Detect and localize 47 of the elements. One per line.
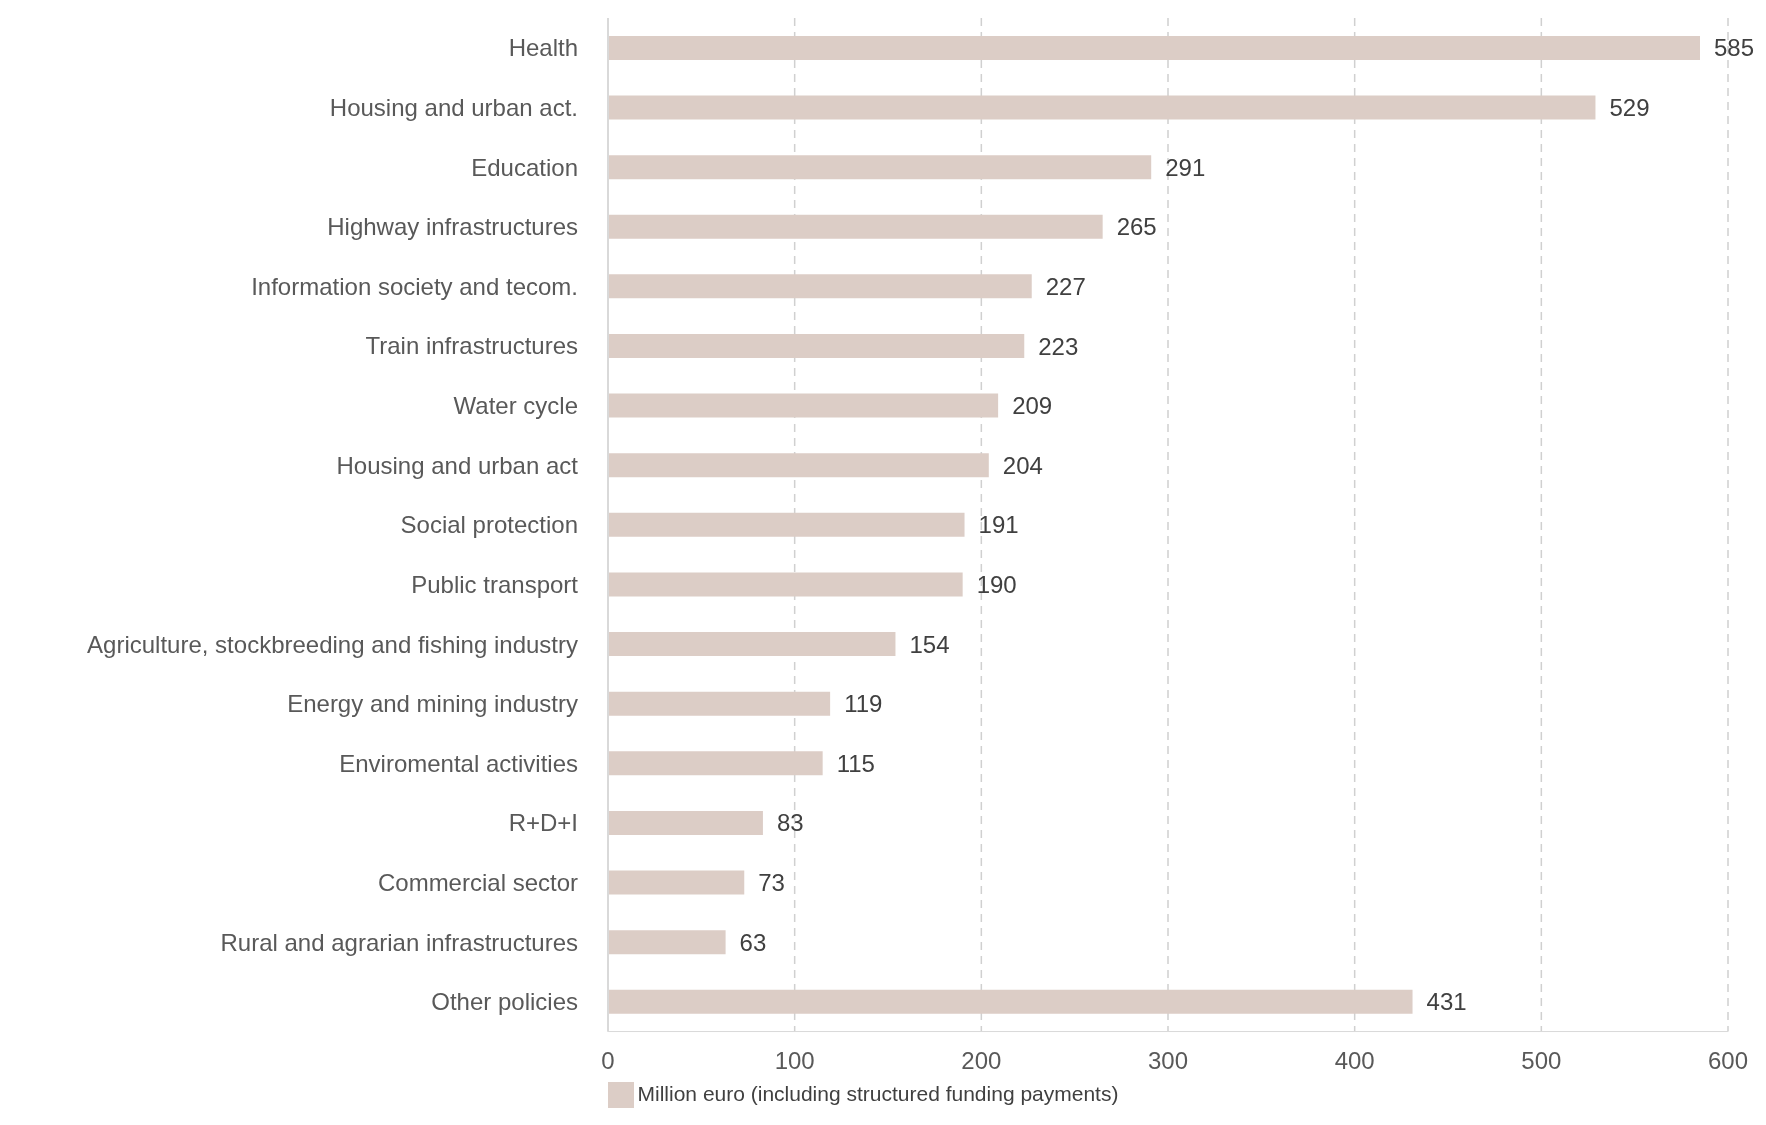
y-tick-label: Commercial sector (377, 869, 578, 897)
x-tick-label: 400 (1334, 1046, 1375, 1074)
data-label: 190 (976, 570, 1017, 598)
y-tick-label: Water cycle (453, 392, 578, 420)
x-tick-label: 300 (1147, 1046, 1189, 1074)
legend-label: Million euro (including structured funding payments) (637, 1081, 1119, 1105)
y-tick-label: Social protection (400, 511, 578, 539)
y-tick-label: Information society and tecom. (251, 272, 578, 300)
y-tick-label: Education (471, 153, 578, 181)
data-label: 265 (1116, 213, 1157, 241)
y-tick-label: Train infrastructures (365, 332, 578, 360)
bar (608, 870, 745, 895)
data-label: 529 (1609, 94, 1650, 122)
bar (608, 632, 896, 657)
data-label: 204 (1002, 451, 1043, 479)
y-tick-label: Rural and agrarian infrastructures (220, 928, 578, 956)
y-tick-label: Health (508, 34, 578, 62)
bar (608, 930, 726, 955)
data-label: 223 (1038, 332, 1079, 360)
data-label: 83 (776, 809, 804, 837)
y-tick-label: Housing and urban act (336, 451, 579, 479)
bar (608, 810, 763, 835)
y-tick-label: Public transport (411, 570, 579, 598)
data-label: 119 (844, 690, 883, 718)
data-label: 209 (1012, 392, 1053, 420)
data-label: 291 (1165, 153, 1206, 181)
y-tick-label: Other policies (431, 988, 578, 1016)
y-tick-label: Enviromental activities (339, 749, 578, 777)
y-tick-label: Housing and urban act. (329, 93, 578, 121)
x-tick-label: 500 (1521, 1046, 1562, 1074)
data-label: 227 (1045, 272, 1086, 300)
y-tick-label: Energy and mining industry (287, 690, 578, 718)
x-tick-label: 0 (601, 1046, 615, 1074)
data-label: 154 (909, 630, 950, 658)
data-label: 63 (739, 928, 767, 956)
x-tick-label: 600 (1707, 1046, 1749, 1074)
y-tick-label: Highway infrastructures (327, 213, 578, 241)
y-tick-label: R+D+I (508, 809, 578, 837)
data-label: 585 (1714, 34, 1755, 62)
data-label: 431 (1426, 988, 1467, 1016)
y-tick-label: Agriculture, stockbreeding and fishing industry (87, 630, 578, 658)
x-tick-label: 100 (774, 1046, 815, 1074)
data-label: 191 (978, 511, 1019, 539)
data-label: 115 (836, 749, 875, 777)
data-label: 73 (758, 869, 785, 897)
bar (608, 393, 999, 418)
x-tick-label: 200 (961, 1046, 1002, 1074)
